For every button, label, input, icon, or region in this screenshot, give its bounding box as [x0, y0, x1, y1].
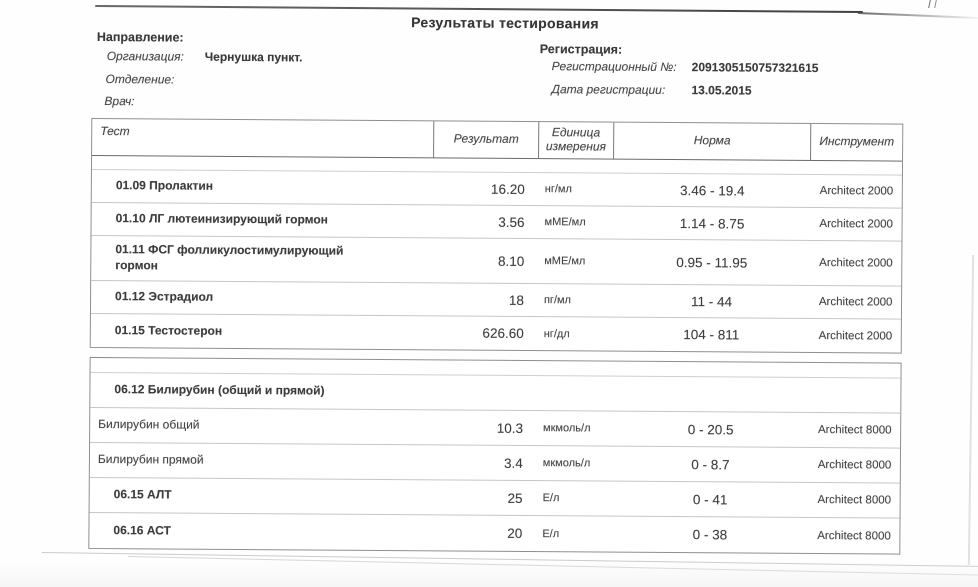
test-name: Билирубин прямой: [97, 452, 204, 467]
table-row: Билирубин прямой 3.4 мкмоль/л 0 - 8.7 Ar…: [89, 442, 901, 484]
instrument-name: Architect 8000: [817, 459, 892, 472]
column-header-result: Результат: [434, 121, 540, 159]
registration-number-field: Регистрационный №: 2091305150757321615: [552, 59, 819, 75]
test-name: 01.11 ФСГ фолликулостимулирующий гормон: [115, 242, 344, 273]
test-name: 06.16 АСТ: [113, 522, 171, 538]
registration-heading: Регистрация:: [539, 42, 623, 57]
column-header-unit: Единица измерения: [538, 122, 615, 159]
result-value: 16.20: [490, 181, 525, 197]
column-header-norm: Норма: [613, 122, 812, 160]
instrument-name: Architect 2000: [818, 329, 893, 343]
result-value: [433, 392, 538, 393]
registration-date-value: 13.05.2015: [691, 83, 752, 98]
results-table-hormones: Тест Результат Единица измерения Норма И…: [89, 117, 904, 354]
test-name: 01.12 Эстрадиол: [115, 289, 214, 304]
organization-label: Организация:: [106, 49, 184, 64]
norm-range: 0.95 - 11.95: [676, 254, 748, 271]
registration-number-label: Регистрационный №:: [551, 59, 677, 75]
unit-value: мкмоль/л: [543, 422, 591, 435]
instrument-name: Architect 2000: [819, 185, 894, 198]
instrument-name: [810, 395, 901, 396]
instrument-name: Architect 2000: [819, 257, 893, 270]
norm-range: 0 - 38: [692, 527, 728, 543]
table-row: 06.12 Билирубин (общий и прямой): [90, 372, 901, 414]
unit-value: мМЕ/мл: [544, 255, 586, 268]
unit-value: мкмоль/л: [542, 457, 591, 470]
department-field: Отделение:: [106, 72, 175, 86]
column-header-test: Тест: [92, 118, 435, 158]
test-name: 01.09 Пролактин: [115, 178, 214, 193]
doctor-label: Врач:: [104, 94, 135, 109]
table-row: 01.11 ФСГ фолликулостимулирующий гормон …: [91, 235, 902, 287]
department-label: Отделение:: [105, 72, 175, 87]
test-name: 01.15 Тестостерон: [114, 322, 223, 338]
table-header-row: Тест Результат Единица измерения Норма И…: [92, 118, 903, 162]
norm-range: 0 - 8.7: [691, 456, 730, 472]
organization-field: Организация: Чернушка пункт.: [107, 49, 303, 64]
organization-value: Чернушка пункт.: [204, 49, 303, 65]
instrument-name: Architect 2000: [819, 218, 894, 231]
instrument-name: Architect 8000: [817, 529, 891, 543]
registration-date-field: Дата регистрации: 13.05.2015: [551, 82, 751, 97]
unit-value: Е/л: [542, 492, 560, 505]
instrument-name: Architect 8000: [817, 424, 892, 437]
table-row: 01.15 Тестостерон 626.60 нг/дл 104 - 811…: [91, 314, 901, 353]
result-value: 626.60: [482, 325, 524, 341]
registration-number-value: 2091305150757321615: [691, 60, 819, 76]
document-title: Результаты тестирования: [411, 14, 599, 32]
unit-value: [537, 393, 612, 394]
test-name: 06.12 Билирубин (общий и прямой): [114, 382, 325, 398]
result-value: 25: [507, 490, 523, 506]
result-value: 20: [507, 525, 523, 541]
norm-range: 1.14 - 8.75: [679, 215, 745, 232]
result-value: 18: [508, 292, 525, 308]
unit-value: Е/л: [542, 527, 560, 540]
norm-range: [612, 394, 809, 395]
unit-value: нг/дл: [543, 327, 570, 340]
unit-value: пг/мл: [543, 294, 572, 307]
unit-value: нг/мл: [544, 183, 572, 196]
instrument-name: Architect 8000: [817, 494, 892, 507]
registration-date-label: Дата регистрации:: [551, 82, 666, 97]
table-row: 06.16 АСТ 20 Е/л 0 - 38 Architect 8000: [89, 513, 899, 554]
results-table-biochemistry: 06.12 Билирубин (общий и прямой) Билируб…: [88, 356, 902, 555]
test-name: 06.15 АЛТ: [113, 487, 172, 502]
result-value: 3.4: [503, 455, 523, 471]
doctor-field: Врач:: [104, 94, 134, 108]
norm-range: 0 - 41: [692, 491, 728, 507]
norm-range: 0 - 20.5: [687, 421, 734, 437]
result-value: 10.3: [496, 420, 524, 436]
table-row: 06.15 АЛТ 25 Е/л 0 - 41 Architect 8000: [89, 477, 900, 519]
norm-range: 3.46 - 19.4: [679, 182, 745, 199]
instrument-name: Architect 2000: [818, 296, 893, 309]
norm-range: 104 - 811: [683, 327, 740, 343]
unit-value: мМЕ/мл: [544, 216, 586, 229]
norm-range: 11 - 44: [690, 293, 733, 309]
column-header-instrument: Инструмент: [819, 134, 895, 149]
result-value: 8.10: [497, 253, 525, 269]
test-name: 01.10 ЛГ лютеинизирующий гормон: [115, 211, 329, 227]
table-row: Билирубин общий 10.3 мкмоль/л 0 - 20.5 A…: [90, 407, 901, 449]
result-value: 3.56: [498, 214, 525, 230]
referral-heading: Направление:: [96, 29, 184, 45]
test-name: Билирубин общий: [98, 417, 200, 432]
